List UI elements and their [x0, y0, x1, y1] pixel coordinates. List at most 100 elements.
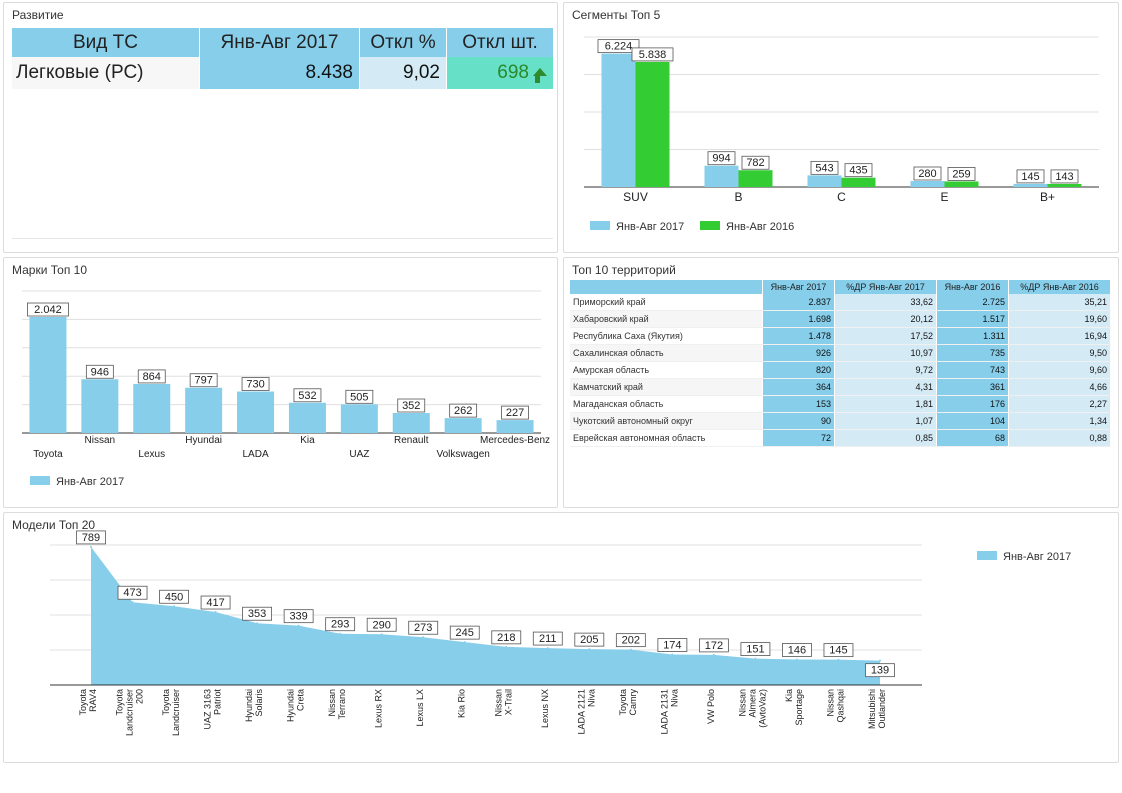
arrow-up-icon-stem [535, 76, 540, 83]
table-row: Амурская область 820 9,72 743 9,60 [570, 361, 1111, 379]
bar-2017-E [910, 181, 945, 187]
bar-label: 532 [298, 390, 316, 402]
x-tick-label-line: Outlander [877, 689, 887, 729]
territories-header-2016: Янв-Авг 2016 [936, 280, 1009, 294]
bar-2016-B+ [1047, 183, 1082, 187]
point-label: 789 [82, 532, 100, 544]
bar-Mercedes-Benz [496, 420, 534, 433]
x-tick-label: Nissan [85, 435, 116, 446]
x-tick-label: MitsubishiOutlander [867, 689, 887, 729]
models-panel-title: Модели Топ 20 [12, 518, 96, 532]
point-label-box [117, 585, 148, 600]
x-tick-label: UAZ [349, 449, 369, 460]
kpi-header-type: Вид ТС [12, 28, 200, 57]
data-point-10 [505, 645, 508, 648]
territory-value: 735 [936, 344, 1009, 362]
territory-value: 153 [762, 395, 835, 413]
bar-label-box [1050, 169, 1079, 184]
x-tick-label-line: Kia [784, 689, 794, 702]
bar-2017-B [704, 165, 739, 187]
kpi-row-dev-units: 698 [497, 62, 529, 83]
x-tick-label-line: Landcruiser [171, 689, 181, 736]
territory-value: 17,52 [834, 327, 937, 345]
bar-2017-C [807, 175, 842, 187]
x-tick-label-line: Qashqai [835, 689, 845, 723]
bar-label-box [741, 155, 770, 170]
legend-swatch-2017 [30, 476, 50, 485]
point-label-box [325, 617, 356, 632]
territory-value: 9,60 [1008, 361, 1111, 379]
bar-2016-B [738, 170, 773, 187]
x-tick-label-line: Lexus LX [415, 689, 425, 727]
territories-panel-title: Топ 10 территорий [572, 263, 676, 277]
x-tick-label-line: Niva [669, 689, 679, 707]
data-point-11 [546, 647, 549, 650]
point-label: 473 [123, 587, 141, 599]
x-tick-label: Lexus NX [540, 689, 550, 728]
data-point-5 [297, 624, 300, 627]
table-row: Камчатский край 364 4,31 361 4,66 [570, 378, 1111, 396]
territory-name: Камчатский край [570, 378, 763, 396]
x-tick-label-line: RAV4 [88, 689, 98, 712]
bar-label-box [397, 398, 426, 413]
territory-value: 2,27 [1008, 395, 1111, 413]
data-point-3 [214, 611, 217, 614]
data-point-8 [422, 636, 425, 639]
brands-chart: 2.042 Toyota 946 Nissan 864 Lexus 797 Hyundai 73… [22, 290, 550, 488]
territory-value: 1,07 [834, 412, 937, 430]
territory-value: 4,66 [1008, 378, 1111, 396]
x-tick-label-line: 200 [135, 689, 145, 704]
x-tick-label: ToyotaCamry [618, 689, 638, 716]
x-tick-label: ToyotaLandcruiser [161, 689, 181, 736]
bar-label: 6.224 [605, 41, 633, 53]
area-series-2017 [91, 546, 880, 685]
table-row: Сахалинская область 926 10,97 735 9,50 [570, 344, 1111, 362]
x-tick-label-line: Nissan [493, 689, 503, 717]
data-point-12 [588, 648, 591, 651]
bar-Nissan [81, 379, 119, 433]
data-point-2 [173, 605, 176, 608]
point-label: 353 [248, 608, 266, 620]
territory-value: 2.725 [936, 294, 1009, 311]
brands-panel-title: Марки Топ 10 [12, 263, 88, 277]
bar-label-box [597, 39, 640, 54]
territory-value: 1.517 [936, 310, 1009, 328]
x-tick-label-line: Toyota [161, 689, 171, 716]
x-tick-label-line: Mitsubishi [867, 689, 877, 729]
x-tick-label-line: X-Trail [503, 689, 513, 715]
bar-label-box [449, 403, 478, 418]
bar-Renault [392, 413, 430, 433]
territory-value: 0,85 [834, 429, 937, 447]
bar-label: 280 [918, 168, 936, 180]
bar-label-box [137, 369, 166, 384]
bar-UAZ [340, 404, 378, 433]
territories-header-pct-2017: %ДР Янв-Авг 2017 [834, 280, 937, 294]
territory-value: 743 [936, 361, 1009, 379]
bar-Lexus [133, 383, 171, 433]
territory-value: 1.478 [762, 327, 835, 345]
territory-value: 1,81 [834, 395, 937, 413]
x-tick-label-line: Terrano [337, 689, 347, 720]
kpi-header-dev-units: Откл шт. [446, 28, 554, 57]
x-tick-label-line: Creta [296, 689, 306, 711]
kpi-row-dev-pct: 9,02 [359, 57, 447, 89]
territories-header-pct-2016: %ДР Янв-Авг 2016 [1008, 280, 1111, 294]
models-panel: Модели Топ 20 789 Toyota RAV4 473 ToyotaLand… [3, 512, 1119, 763]
bar-label-box [27, 302, 69, 317]
legend-swatch-2016 [700, 221, 720, 230]
x-tick-label: Hyundai [185, 435, 222, 446]
x-tick-label-line: Almera [747, 689, 757, 718]
point-label: 417 [206, 597, 224, 609]
bar-label: 797 [194, 375, 212, 387]
kpi-divider [12, 238, 553, 239]
bar-label: 994 [712, 153, 730, 165]
kpi-table: Вид ТС Янв-Авг 2017 Откл % Откл шт. Легк… [12, 28, 554, 89]
point-label: 290 [373, 619, 391, 631]
kpi-row-value: 8.438 [199, 57, 360, 89]
point-label: 145 [829, 645, 847, 657]
territories-panel: Топ 10 территорий Янв-Авг 2017 %ДР Янв-А… [563, 257, 1119, 508]
x-tick-label: Kia Rio [457, 689, 467, 718]
x-tick-label: C [837, 190, 846, 204]
territory-value: 0,88 [1008, 429, 1111, 447]
bar-label: 2.042 [34, 304, 62, 316]
